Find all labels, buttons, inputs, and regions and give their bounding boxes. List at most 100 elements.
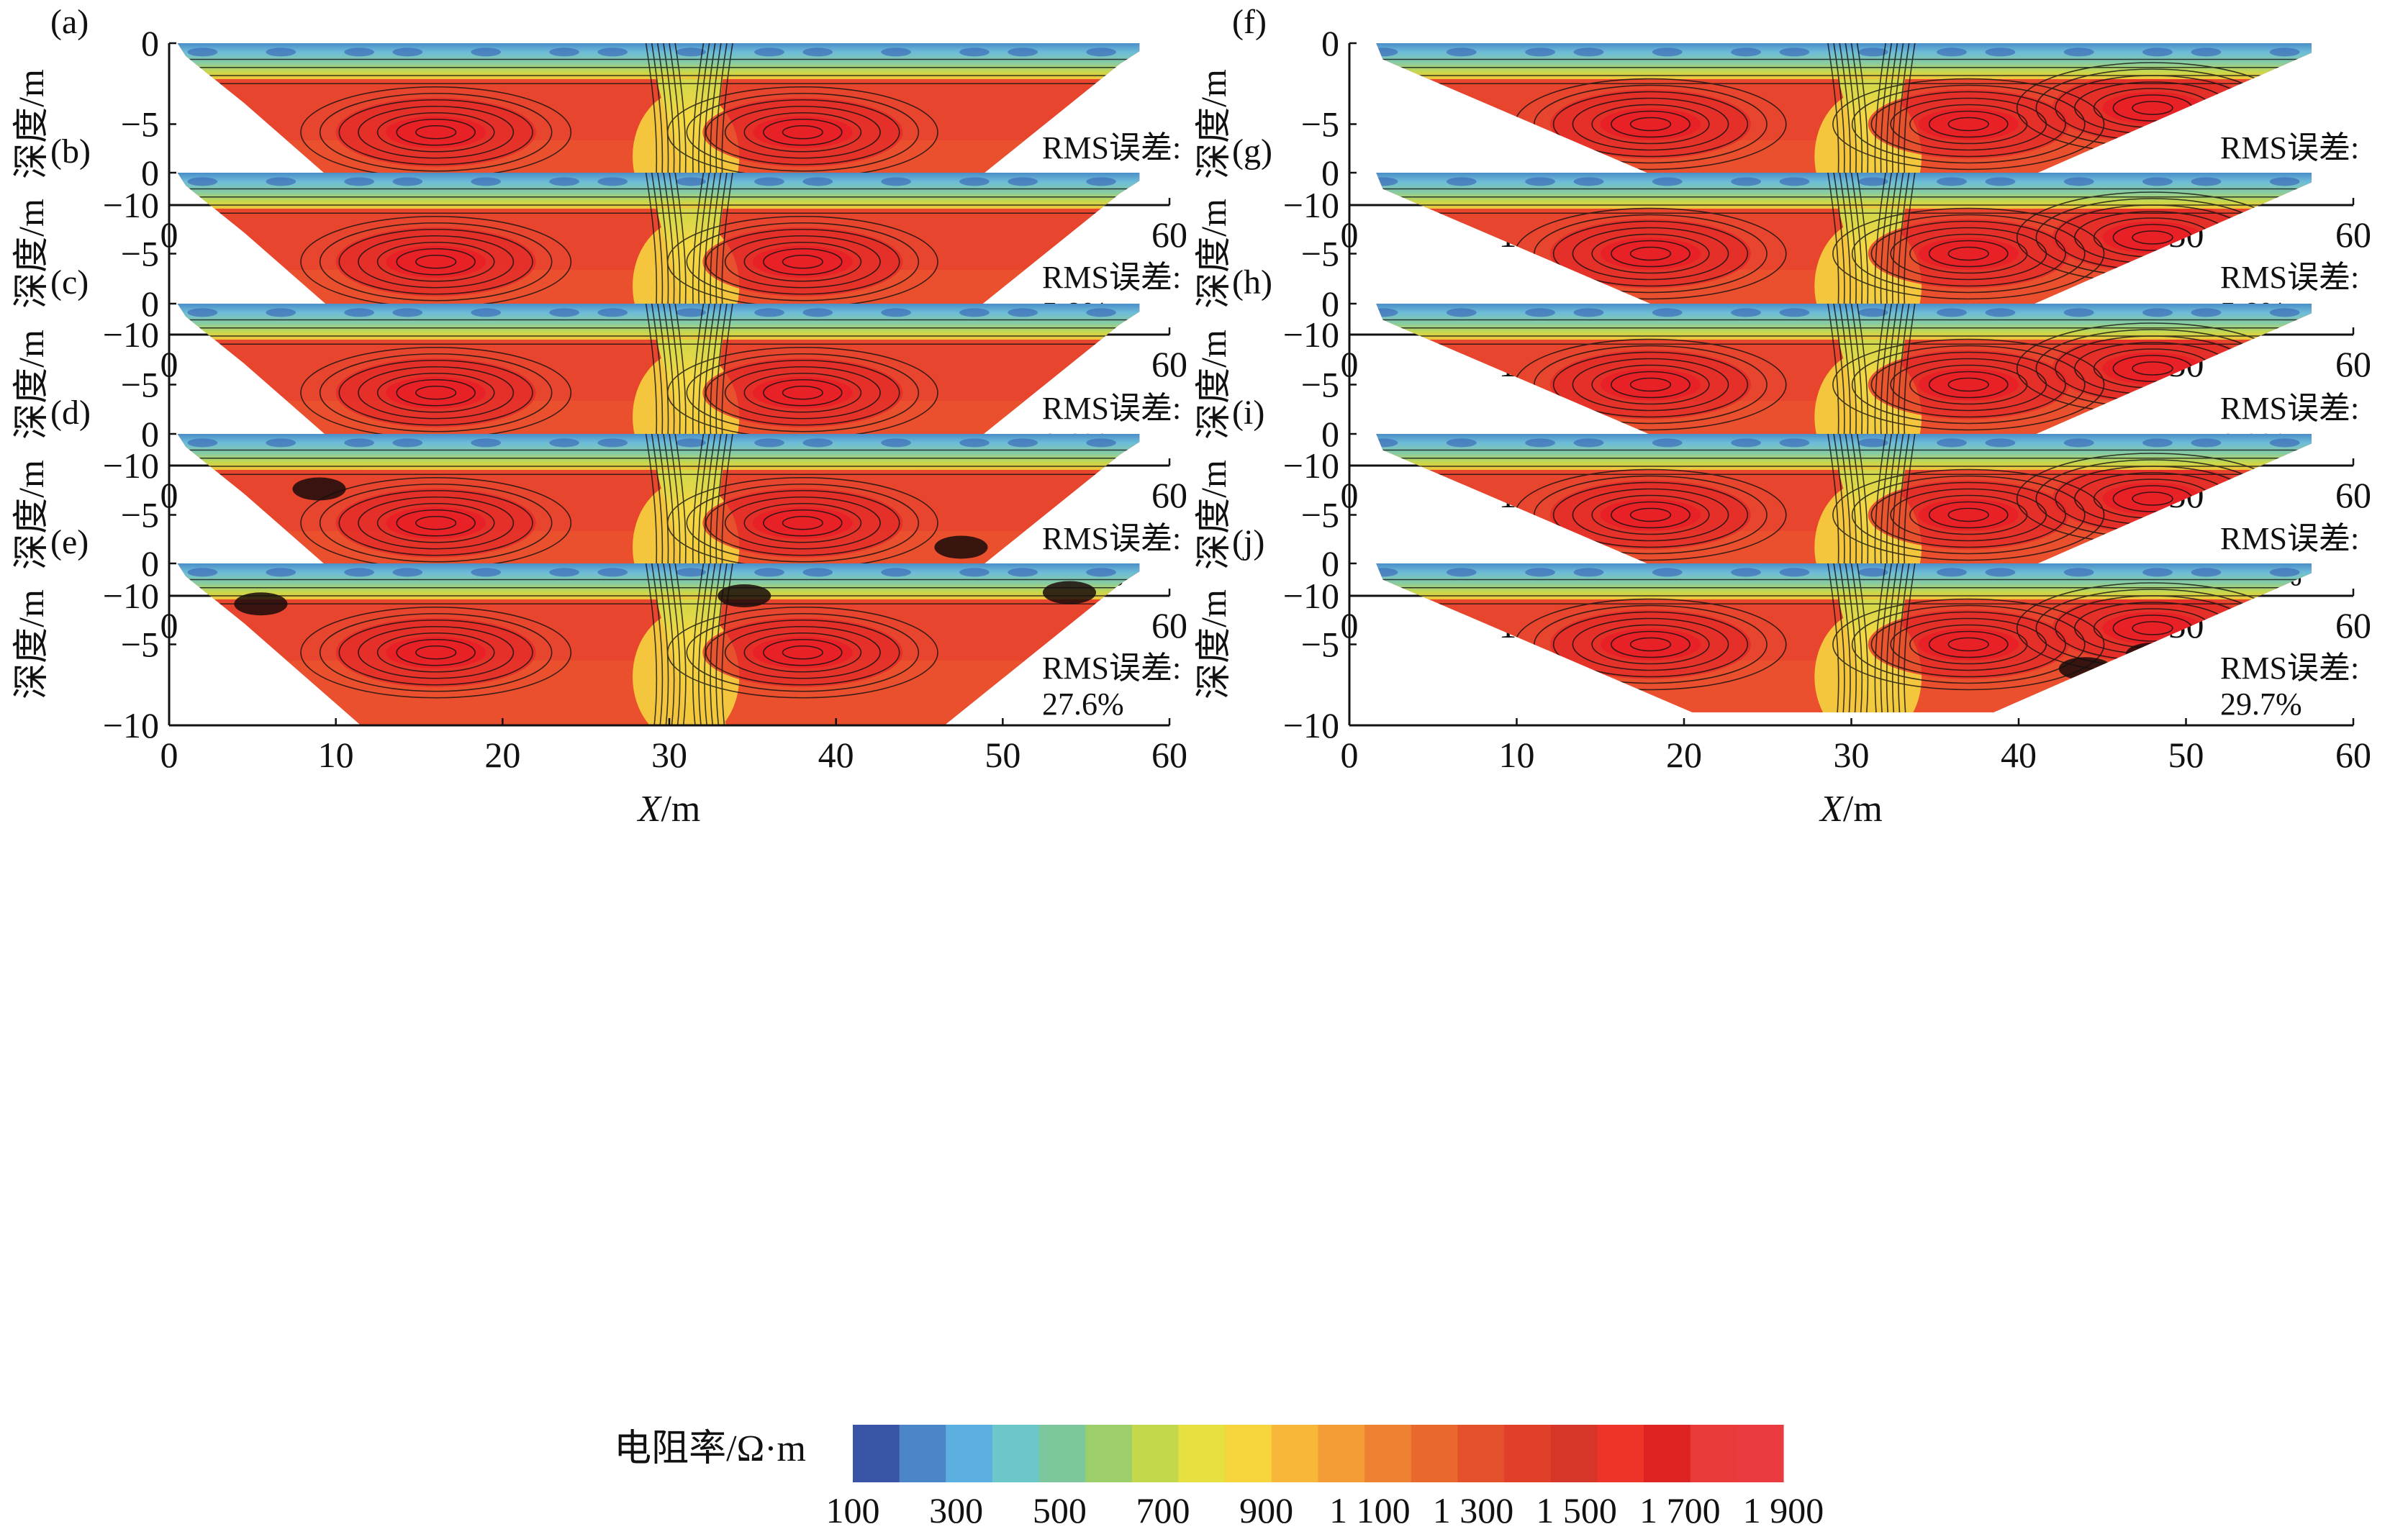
panel-label: (c) — [50, 263, 89, 301]
y-tick-label: −5 — [121, 365, 159, 405]
y-tick-label: 0 — [141, 414, 159, 454]
x-tick-label: 60 — [1151, 475, 1187, 515]
x-tick-label: 30 — [651, 735, 687, 775]
colorbar-swatch — [853, 1425, 900, 1482]
colorbar-swatch — [1225, 1425, 1272, 1482]
rms-label: RMS误差: — [1042, 260, 1181, 295]
rms-label: RMS误差: — [1042, 650, 1181, 686]
x-tick-label: 60 — [1151, 214, 1187, 255]
y-tick-label: 0 — [1321, 543, 1339, 584]
panels: 01020304050600−5−10深度/mX/m(a)RMS误差:2.9%0… — [11, 3, 2371, 830]
panel-label: (a) — [50, 3, 89, 41]
y-tick-label: −10 — [1283, 705, 1339, 745]
colorbar-swatch — [899, 1425, 946, 1482]
colorbar-tick-label: 1 500 — [1536, 1490, 1617, 1531]
section-image — [1376, 563, 2312, 712]
colorbar-swatch — [1271, 1425, 1319, 1482]
y-axis-label: 深度/m — [1193, 589, 1234, 699]
y-tick-label: −5 — [121, 234, 159, 274]
y-tick-label: 0 — [1321, 284, 1339, 324]
y-tick-label: −5 — [1301, 234, 1339, 274]
x-tick-label: 10 — [318, 735, 354, 775]
panel-label: (f) — [1232, 3, 1267, 41]
x-axis-label: X/m — [1819, 789, 1883, 830]
y-tick-label: −10 — [103, 185, 159, 225]
y-axis-label: 深度/m — [1193, 330, 1234, 440]
y-tick-label: −5 — [121, 625, 159, 665]
y-tick-label: −5 — [1301, 625, 1339, 665]
x-tick-label: 20 — [484, 735, 520, 775]
y-axis-label: 深度/m — [1193, 69, 1234, 179]
y-axis-label: 深度/m — [11, 199, 51, 309]
y-tick-label: 0 — [1321, 414, 1339, 454]
y-tick-label: −5 — [121, 104, 159, 145]
colorbar-tick-label: 1 900 — [1743, 1490, 1824, 1531]
colorbar-swatch — [1318, 1425, 1365, 1482]
y-axis-label: 深度/m — [11, 69, 51, 179]
colorbar-swatch — [1085, 1425, 1133, 1482]
panel-label: (b) — [50, 132, 91, 171]
y-tick-label: 0 — [141, 543, 159, 584]
x-tick-label: 40 — [818, 735, 854, 775]
y-tick-label: 0 — [141, 284, 159, 324]
y-tick-label: 0 — [141, 153, 159, 193]
x-tick-label: 10 — [1499, 735, 1535, 775]
colorbar-swatch — [1457, 1425, 1505, 1482]
x-tick-label: 60 — [1151, 735, 1187, 775]
x-tick-label: 0 — [160, 735, 178, 775]
colorbar-swatch — [1690, 1425, 1737, 1482]
y-tick-label: −10 — [103, 576, 159, 616]
x-tick-label: 0 — [1341, 735, 1359, 775]
x-tick-label: 50 — [985, 735, 1020, 775]
y-axis-label: 深度/m — [1193, 460, 1234, 570]
y-tick-label: −5 — [1301, 495, 1339, 535]
colorbar: 电阻率/Ω·m 100 300 500 700 900 1 100 1 300 1 500 1 … — [614, 1425, 1824, 1531]
rms-value: 29.7% — [2220, 686, 2302, 722]
y-axis-label: 深度/m — [11, 330, 51, 440]
rms-label: RMS误差: — [2220, 391, 2359, 426]
colorbar-swatch — [1597, 1425, 1644, 1482]
x-tick-label: 60 — [2335, 344, 2371, 384]
colorbar-swatch — [1550, 1425, 1598, 1482]
colorbar-tick-label: 1 100 — [1329, 1490, 1411, 1531]
x-tick-label: 60 — [2335, 605, 2371, 645]
section-image — [177, 563, 1140, 725]
colorbar-tick-label: 1 300 — [1433, 1490, 1514, 1531]
panel-label: (g) — [1232, 132, 1272, 171]
y-tick-label: −10 — [103, 314, 159, 355]
y-tick-label: −10 — [1283, 445, 1339, 486]
y-tick-label: −10 — [1283, 314, 1339, 355]
colorbar-swatch — [1504, 1425, 1552, 1482]
colorbar-tick-label: 700 — [1136, 1490, 1190, 1531]
y-tick-label: 0 — [141, 23, 159, 63]
rms-value: 27.6% — [1042, 686, 1124, 722]
rms-label: RMS误差: — [2220, 260, 2359, 295]
y-tick-label: −5 — [1301, 104, 1339, 145]
rms-label: RMS误差: — [2220, 650, 2359, 686]
rms-label: RMS误差: — [2220, 130, 2359, 166]
panel-label: (e) — [50, 523, 89, 561]
colorbar-swatch — [1364, 1425, 1412, 1482]
y-axis-label: 深度/m — [11, 460, 51, 570]
colorbar-swatch — [1131, 1425, 1180, 1482]
rms-label: RMS误差: — [1042, 130, 1181, 166]
colorbar-swatch — [1038, 1425, 1086, 1482]
y-tick-label: −10 — [1283, 576, 1339, 616]
y-tick-label: −5 — [1301, 365, 1339, 405]
colorbar-swatch — [1737, 1425, 1784, 1482]
rms-label: RMS误差: — [1042, 521, 1181, 556]
y-tick-label: −5 — [121, 495, 159, 535]
colorbar-label: 电阻率/Ω·m — [614, 1428, 806, 1469]
x-axis-label: X/m — [637, 789, 701, 830]
y-tick-label: −10 — [103, 705, 159, 745]
x-tick-label: 60 — [2335, 214, 2371, 255]
panel-label: (i) — [1232, 394, 1264, 432]
x-tick-label: 60 — [2335, 735, 2371, 775]
x-tick-label: 40 — [2001, 735, 2037, 775]
x-tick-label: 60 — [2335, 475, 2371, 515]
y-tick-label: 0 — [1321, 153, 1339, 193]
y-tick-label: −10 — [1283, 185, 1339, 225]
